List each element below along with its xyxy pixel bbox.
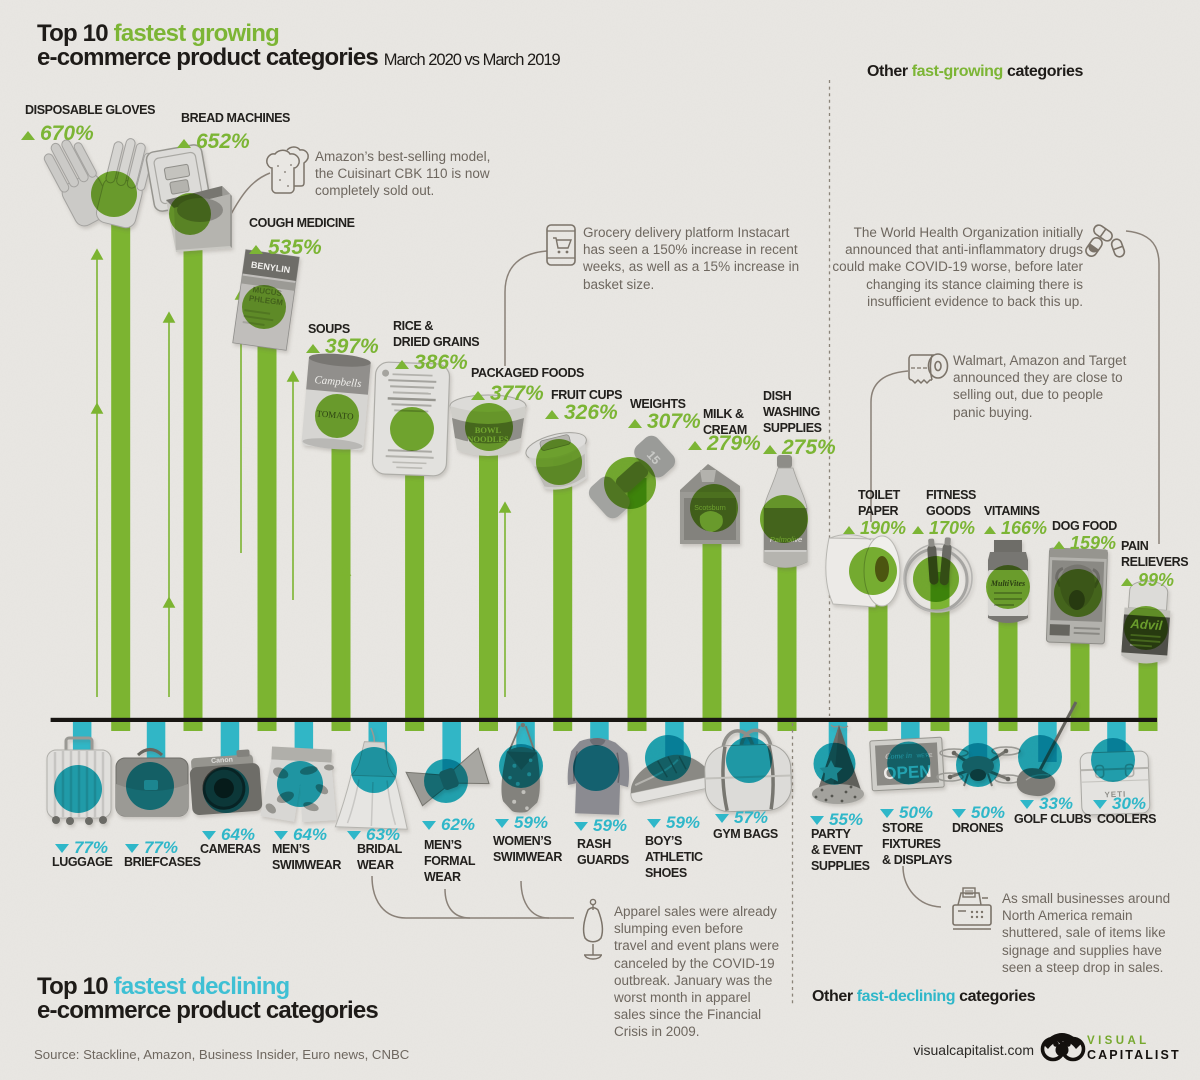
svg-text:VISUAL: VISUAL <box>1087 1035 1150 1047</box>
svg-text:CAPITALIST: CAPITALIST <box>1087 1048 1181 1062</box>
svg-text:Campbells: Campbells <box>314 374 362 390</box>
svg-text:YETI: YETI <box>1104 790 1126 800</box>
svg-text:Canon: Canon <box>211 757 233 766</box>
